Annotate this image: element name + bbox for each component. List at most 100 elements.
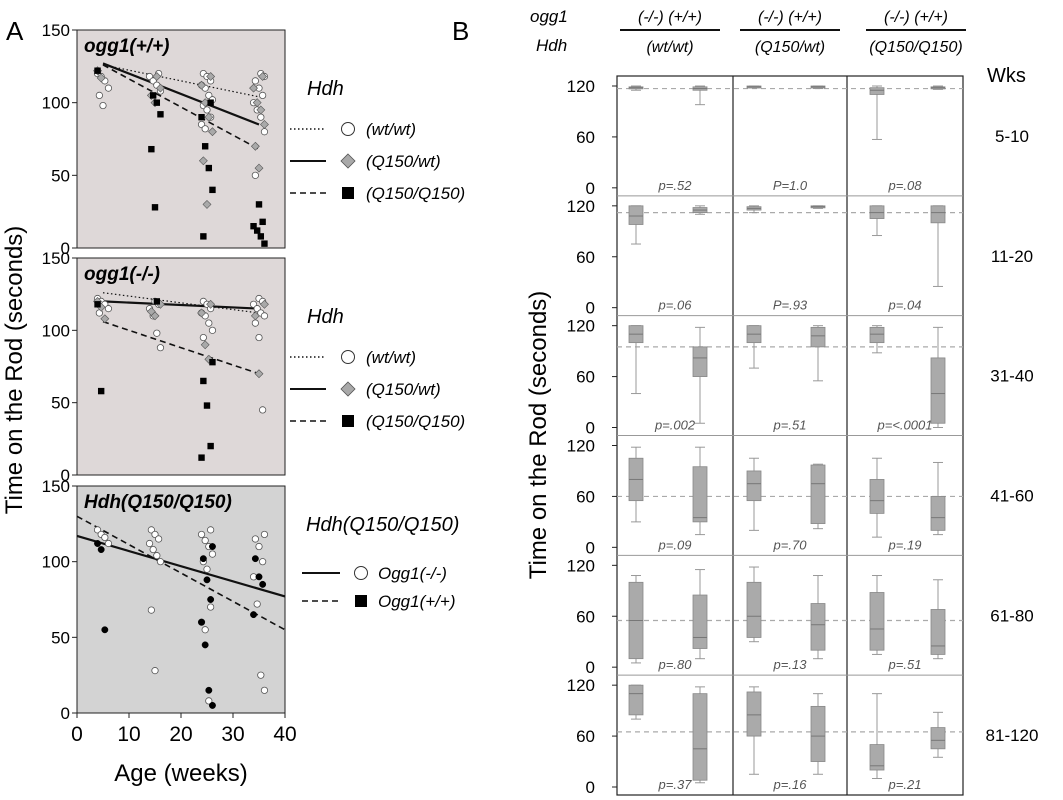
box-body [628, 684, 644, 716]
data-point [260, 299, 269, 309]
p-value: p=.51 [888, 657, 922, 672]
data-point [151, 667, 159, 675]
data-point [104, 539, 113, 548]
trend-line [102, 64, 260, 98]
legend-label: (wt/wt) [366, 120, 416, 139]
box-body [930, 727, 946, 750]
box-body [930, 609, 946, 655]
data-point [205, 319, 213, 327]
box [692, 686, 708, 784]
box-body [692, 466, 708, 523]
box-body [746, 470, 762, 502]
data-point [252, 98, 262, 108]
data-point [254, 369, 264, 379]
box [628, 325, 644, 395]
data-point [205, 686, 213, 694]
box-body [930, 496, 946, 531]
box [810, 693, 826, 775]
data-point [207, 603, 215, 611]
data-point [94, 301, 101, 308]
box [810, 325, 826, 382]
box [869, 205, 885, 237]
box [692, 446, 708, 536]
legend: Hdh(Q150/Q150) Ogg1(-/-) Ogg1(+/+) [302, 514, 459, 611]
data-point [150, 311, 160, 321]
data-point [147, 606, 155, 614]
p-value: p=.16 [773, 777, 808, 792]
header-row-label: Hdh [536, 36, 567, 55]
data-point [153, 99, 161, 106]
data-point [200, 340, 210, 350]
data-point [197, 308, 206, 318]
box [869, 457, 885, 538]
plot-area [76, 485, 286, 714]
data-point [205, 697, 213, 705]
p-value: p=.19 [888, 537, 922, 552]
data-point [257, 233, 265, 240]
data-point [255, 542, 263, 551]
data-point [94, 67, 101, 74]
box [746, 85, 762, 89]
box [810, 85, 826, 90]
data-point [257, 671, 265, 679]
box [869, 325, 885, 354]
y-tick-label: 50 [51, 394, 70, 413]
box-body [869, 479, 885, 514]
data-point [255, 201, 263, 208]
y-tick-label: 100 [42, 94, 70, 113]
y-tick-label: 60 [576, 607, 595, 626]
data-point [199, 555, 207, 563]
data-point [209, 543, 216, 550]
legend: Hdh (wt/wt) (Q150/wt) (Q150/Q150) [290, 306, 465, 431]
data-point [208, 326, 217, 334]
legend-label: (Q150/Q150) [366, 412, 465, 431]
p-value: p=.21 [888, 777, 922, 792]
trend-line [102, 62, 260, 126]
data-point [260, 128, 269, 136]
y-tick-label: 120 [567, 437, 595, 456]
y-tick-label: 0 [61, 466, 70, 485]
y-tick-label: 60 [576, 128, 595, 147]
data-point [201, 626, 209, 634]
data-point [261, 240, 268, 247]
data-point [259, 558, 267, 566]
data-point [100, 314, 110, 324]
data-point [259, 406, 267, 414]
row-label: 5-10 [995, 127, 1029, 146]
data-point [200, 377, 207, 385]
box [692, 205, 708, 215]
y-tick-label: 0 [586, 179, 595, 198]
data-point [260, 312, 269, 320]
box-body [930, 357, 946, 424]
data-point [200, 233, 207, 240]
data-point [208, 127, 217, 137]
row-label: 61-80 [990, 606, 1033, 625]
p-value: p=<.0001 [877, 418, 933, 433]
p-value: p=.09 [658, 537, 692, 552]
data-point [201, 641, 209, 649]
legend-marker [340, 381, 356, 397]
data-point [259, 580, 267, 588]
data-point [104, 305, 113, 313]
data-point [198, 454, 205, 461]
header-row-label: ogg1 [530, 7, 568, 26]
data-point [156, 83, 165, 93]
box-body [628, 205, 644, 225]
data-point [101, 533, 109, 542]
y-tick-label: 0 [586, 778, 595, 797]
x-tick-label: 0 [71, 723, 83, 746]
data-point [249, 83, 258, 93]
box-body [810, 603, 826, 651]
box-body [746, 581, 762, 638]
box [746, 325, 762, 369]
box [930, 711, 946, 758]
y-tick-label: 60 [576, 487, 595, 506]
legend-marker [354, 566, 368, 580]
legend-header: Hdh [307, 78, 344, 100]
box [930, 85, 946, 90]
box-body [810, 464, 826, 524]
y-tick-label: 120 [567, 197, 595, 216]
data-point [148, 145, 155, 153]
data-point [258, 72, 268, 81]
p-value: p=.70 [773, 537, 808, 552]
